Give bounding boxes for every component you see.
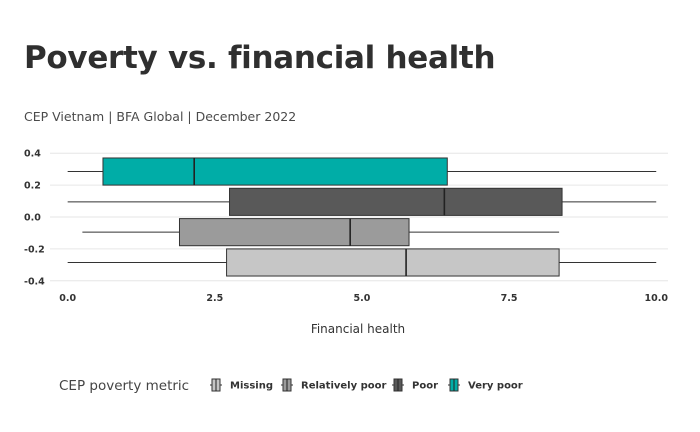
y-tick-label: -0.2 [24,244,45,255]
chart-title: Poverty vs. financial health [24,40,496,76]
x-axis-label: Financial health [311,322,405,336]
legend-item-poor: Poor [392,378,438,392]
legend-label: Relatively poor [301,381,386,392]
x-axis-ticks: 0.0 2.5 5.0 7.5 10.0 [59,293,668,304]
legend-item-missing: Missing [210,378,273,392]
x-tick-label: 5.0 [354,293,371,304]
boxplot-series [67,157,657,277]
box-very-poor [67,157,657,186]
legend-label: Very poor [468,381,523,392]
box-body [226,248,560,277]
y-tick-label: 0.0 [24,213,41,224]
y-axis-ticks: 0.4 0.2 0.0 -0.2 -0.4 [24,149,45,288]
legend-item-relatively-poor: Relatively poor [281,378,386,392]
legend-label: Poor [412,381,438,392]
x-tick-label: 7.5 [501,293,518,304]
legend-item-very-poor: Very poor [448,378,523,392]
legend-label: Missing [230,381,273,392]
x-tick-label: 10.0 [645,293,669,304]
legend: CEP poverty metric Missing Relatively poor… [59,378,523,394]
chart-subtitle: CEP Vietnam | BFA Global | December 2022 [24,109,297,124]
box-missing [67,248,657,277]
y-tick-label: 0.4 [24,149,41,160]
box-relatively-poor [82,218,560,247]
box-body [178,218,410,247]
box-body [229,187,563,216]
y-tick-label: 0.2 [24,181,41,192]
legend-title: CEP poverty metric [59,378,189,394]
x-tick-label: 2.5 [206,293,223,304]
box-body [102,157,448,186]
y-tick-label: -0.4 [24,276,45,287]
x-tick-label: 0.0 [59,293,76,304]
box-poor [67,187,657,216]
